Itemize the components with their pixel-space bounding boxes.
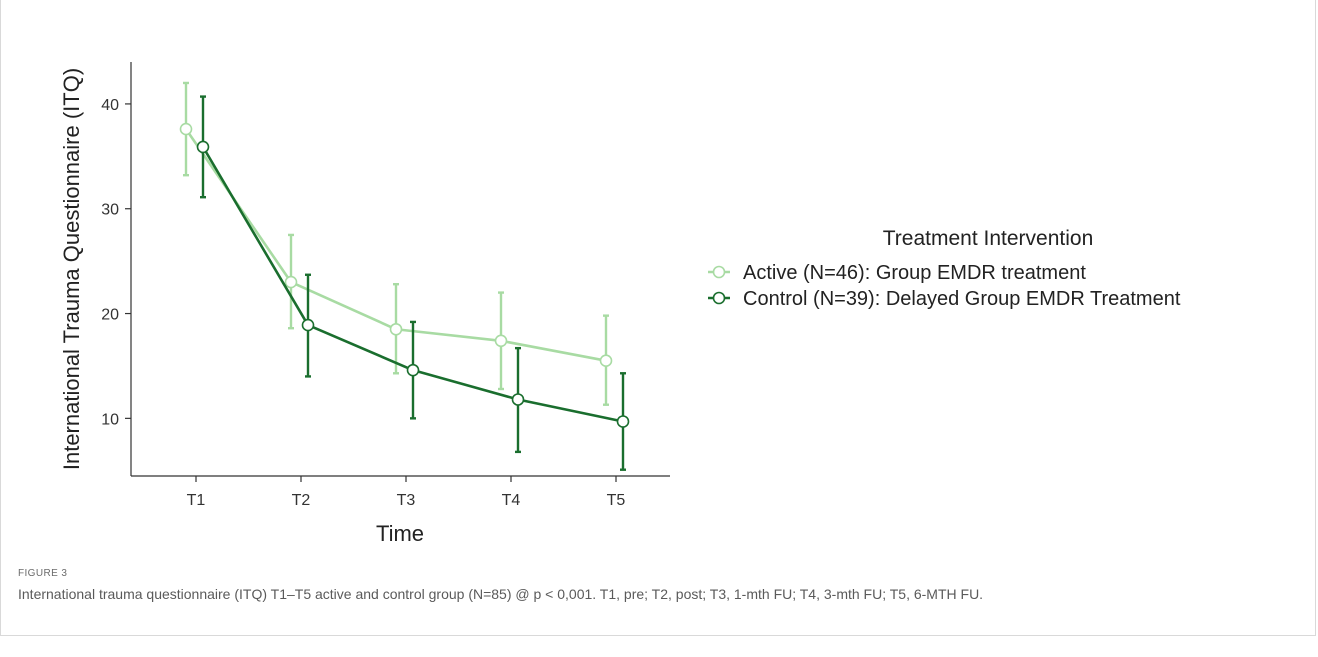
series-1 — [179, 81, 613, 406]
data-point — [494, 334, 508, 348]
y-tick-label: 10 — [101, 411, 119, 428]
y-axis-label: International Trauma Questionnaire (ITQ) — [59, 68, 84, 470]
figure-label: FIGURE 3 — [18, 568, 68, 579]
figure-frame — [0, 0, 1316, 636]
x-tick-label: T5 — [607, 492, 626, 509]
legend-item-label: Active (N=46): Group EMDR treatment — [743, 262, 1086, 284]
data-point — [616, 415, 630, 428]
data-point — [284, 275, 298, 289]
legend: Treatment Intervention Active (N=46): Gr… — [708, 227, 1181, 310]
data-point — [406, 363, 420, 377]
legend-key-marker — [712, 291, 726, 305]
legend-item-label: Control (N=39): Delayed Group EMDR Treat… — [743, 288, 1181, 310]
legend-key-marker — [712, 265, 726, 279]
x-tick-label: T4 — [502, 492, 521, 509]
data-point — [196, 140, 210, 154]
y-tick-label: 40 — [101, 97, 119, 114]
data-point — [179, 122, 193, 136]
x-tick-label: T3 — [397, 492, 416, 509]
y-tick-label: 30 — [101, 202, 119, 219]
itq-line-chart: 10 20 30 40 T1 T2 T3 T4 T5 Time International T… — [59, 62, 1181, 546]
x-tick-label: T2 — [292, 492, 311, 509]
legend-title: Treatment Intervention — [883, 227, 1094, 250]
data-point — [511, 393, 525, 406]
series-2 — [196, 95, 630, 471]
x-axis-label: Time — [376, 521, 424, 546]
data-point — [301, 318, 315, 332]
data-point — [599, 354, 613, 368]
figure-caption: International trauma questionnaire (ITQ)… — [18, 586, 984, 602]
y-tick-label: 20 — [101, 307, 119, 324]
data-point — [389, 322, 403, 336]
x-tick-label: T1 — [187, 492, 206, 509]
